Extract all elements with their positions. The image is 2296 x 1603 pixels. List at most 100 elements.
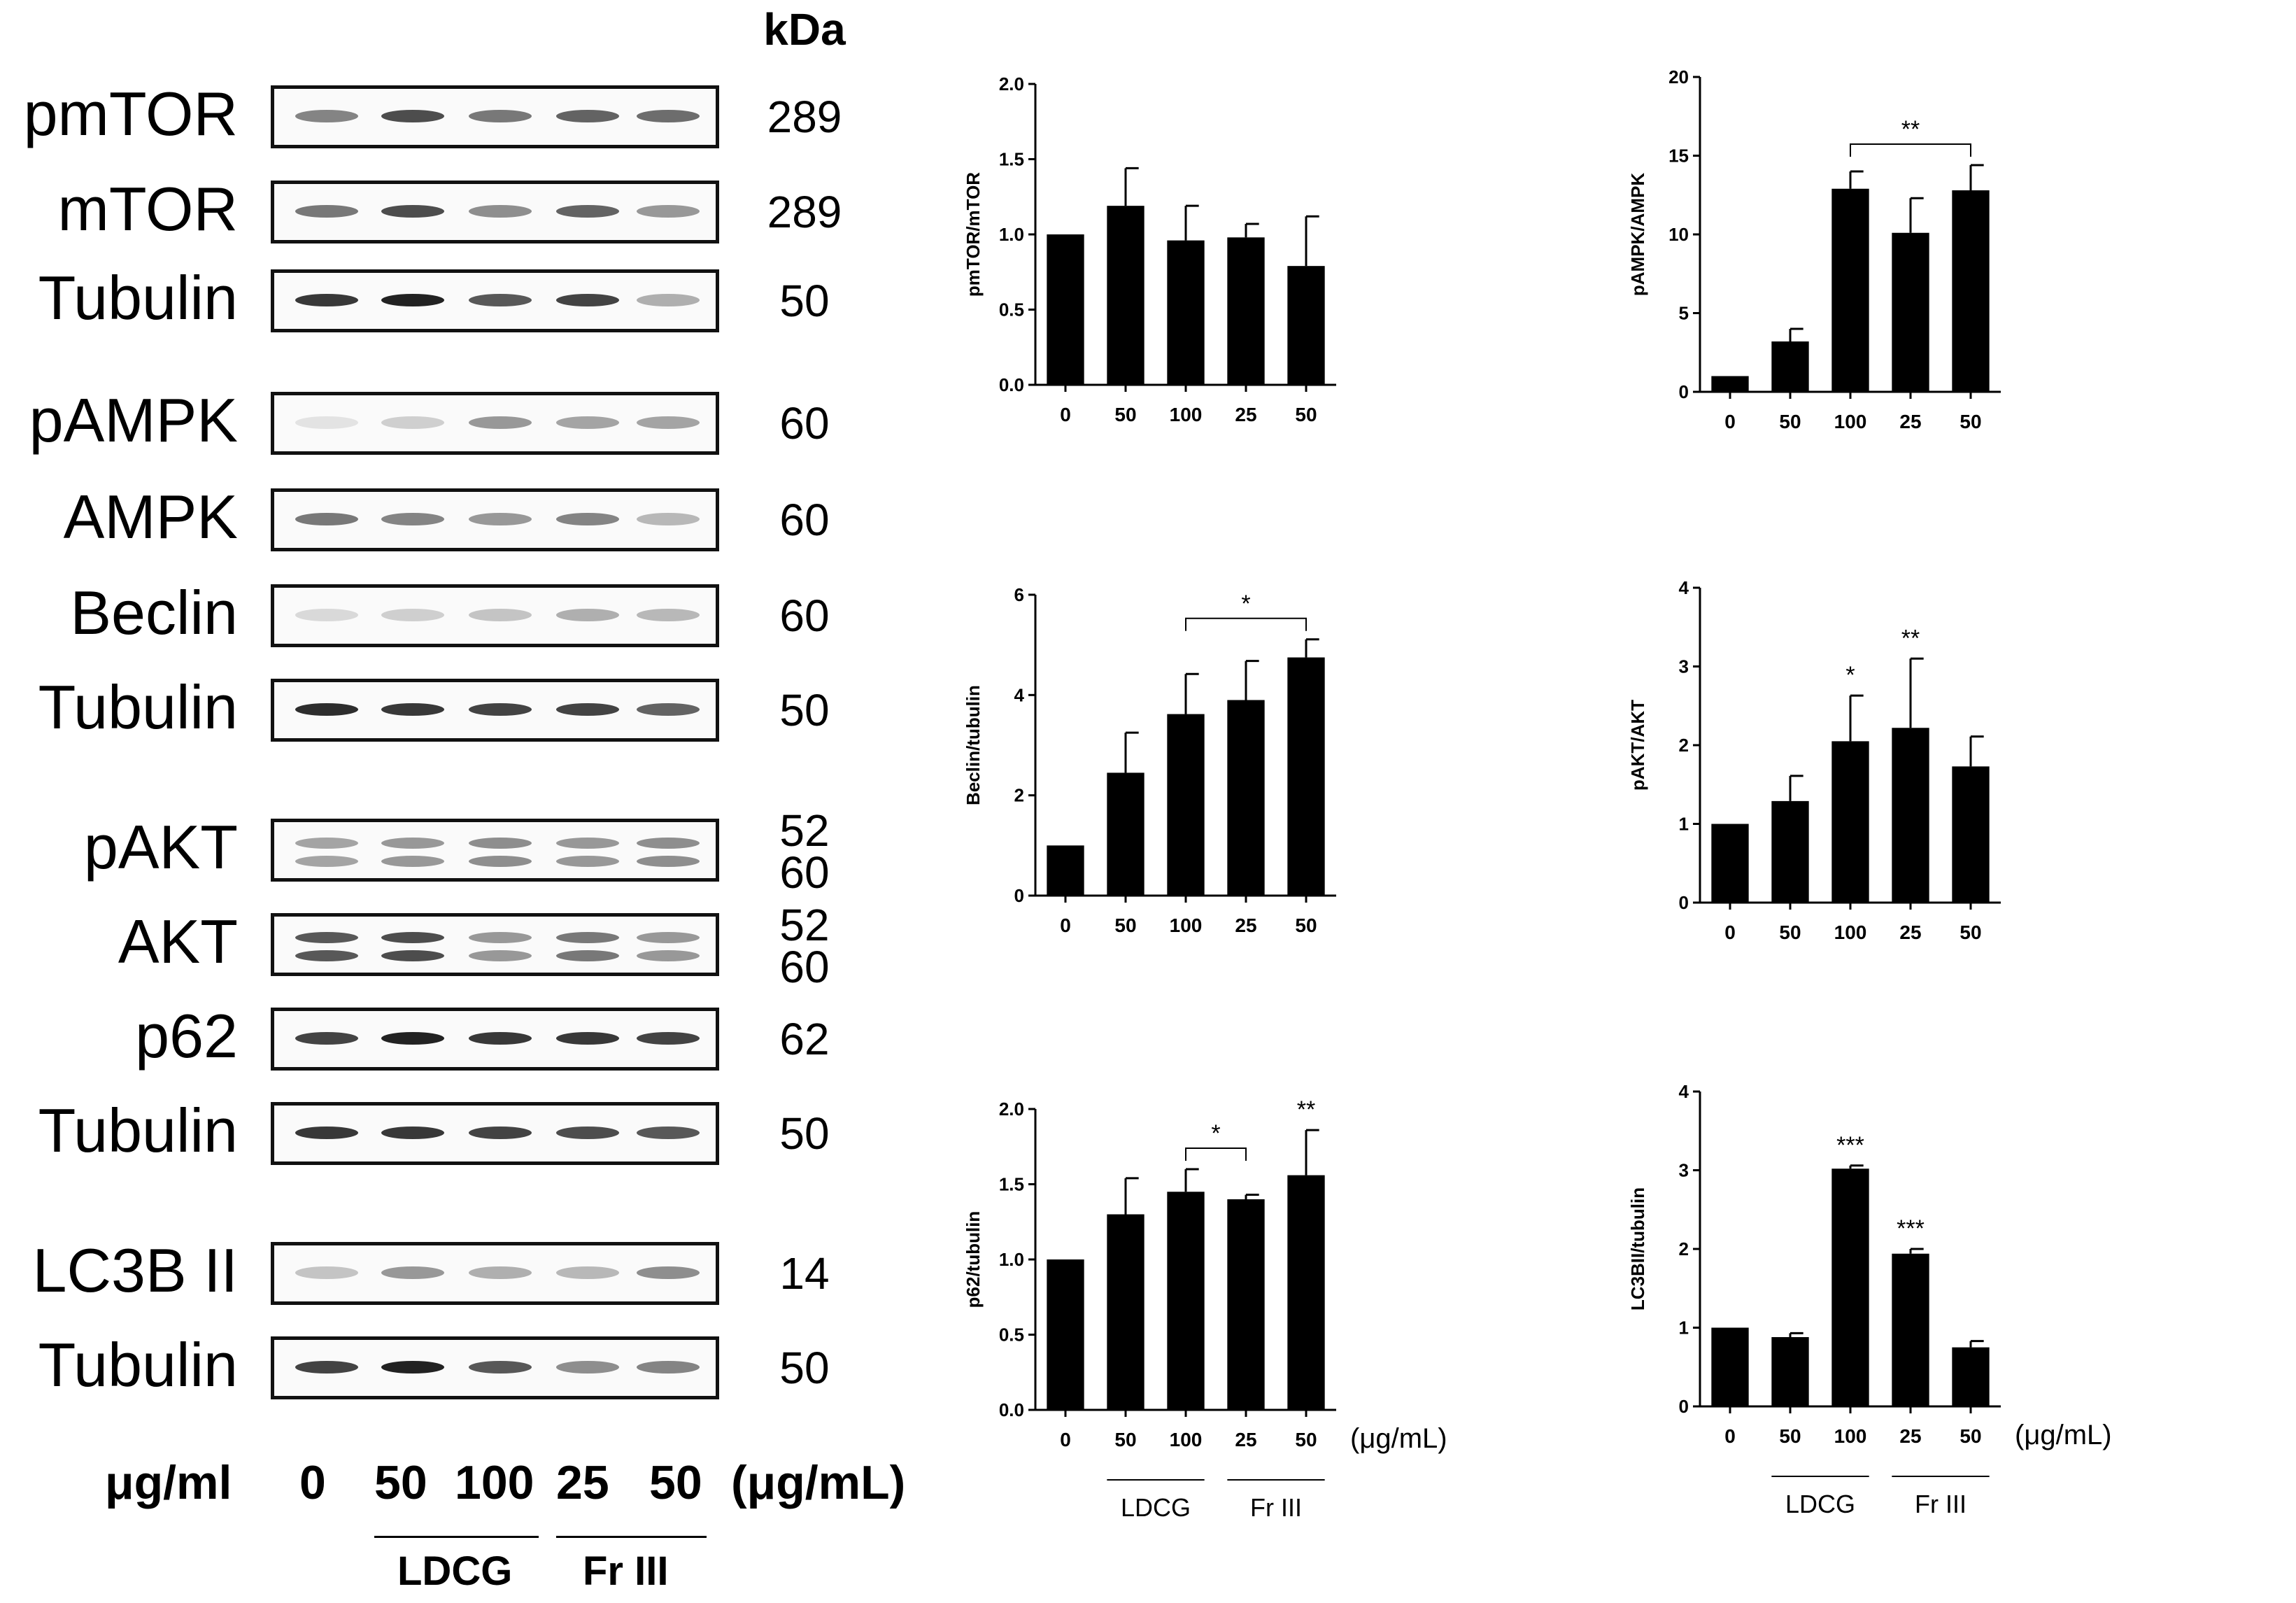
blot-band bbox=[637, 110, 700, 122]
x-tick-label: 50 bbox=[1295, 404, 1317, 425]
y-tick-label: 1.0 bbox=[999, 224, 1024, 245]
y-tick-label: 15 bbox=[1668, 146, 1689, 167]
blot-band bbox=[469, 1361, 532, 1374]
bar bbox=[1287, 1175, 1325, 1410]
chart-lc3bii-tubulin: 0 1 2 3 4 LC3BII/tubulin 0 50 100 25 50 *** *** (μg/m… bbox=[1627, 1081, 2112, 1518]
blot-unit-label: μg/ml bbox=[105, 1456, 232, 1509]
blot-band bbox=[469, 703, 532, 716]
blot-conc-5: 50 bbox=[649, 1456, 702, 1509]
blot-strip bbox=[271, 913, 719, 976]
bar bbox=[1107, 772, 1145, 896]
x-tick-label: 50 bbox=[1960, 411, 1981, 432]
bar bbox=[1167, 240, 1205, 385]
y-axis-label: pAMPK/AMPK bbox=[1627, 173, 1648, 296]
blot-band bbox=[381, 1032, 444, 1045]
bar bbox=[1227, 237, 1265, 385]
blot-band bbox=[295, 703, 358, 716]
y-axis-label: Beclin/tubulin bbox=[963, 685, 984, 805]
blot-band bbox=[556, 513, 619, 525]
significance-label: *** bbox=[1836, 1132, 1864, 1159]
y-tick-label: 2 bbox=[1014, 785, 1024, 806]
blot-band bbox=[556, 205, 619, 218]
y-tick-label: 20 bbox=[1668, 66, 1689, 87]
bar bbox=[1771, 341, 1809, 392]
bar bbox=[1711, 376, 1749, 392]
blot-band bbox=[381, 1361, 444, 1374]
friii-group-label: Fr III bbox=[583, 1548, 669, 1594]
blot-band bbox=[469, 1032, 532, 1045]
blot-band bbox=[556, 1361, 619, 1374]
blot-strip bbox=[271, 1336, 719, 1399]
y-tick-label: 0.0 bbox=[999, 1399, 1024, 1420]
blot-label: Tubulin bbox=[38, 263, 238, 332]
blot-band bbox=[295, 294, 358, 306]
group-label-friii: Fr III bbox=[1250, 1493, 1302, 1522]
y-tick-label: 1 bbox=[1679, 1318, 1689, 1339]
blot-band bbox=[381, 856, 444, 867]
blot-band bbox=[556, 1266, 619, 1279]
blot-band bbox=[556, 838, 619, 849]
x-tick-label: 100 bbox=[1170, 404, 1203, 425]
y-axis-label: p62/tubulin bbox=[963, 1211, 984, 1308]
blot-label: LC3B II bbox=[32, 1236, 238, 1305]
x-tick-label: 25 bbox=[1899, 411, 1921, 432]
blot-band bbox=[381, 513, 444, 525]
y-tick-label: 0.5 bbox=[999, 1325, 1024, 1346]
x-tick-label: 50 bbox=[1779, 411, 1801, 432]
y-tick-label: 1.5 bbox=[999, 149, 1024, 170]
blot-kda: 14 bbox=[779, 1248, 830, 1299]
blot-strip bbox=[271, 85, 719, 148]
blot-band bbox=[295, 513, 358, 525]
blot-band bbox=[469, 856, 532, 867]
bar bbox=[1107, 206, 1145, 385]
blot-strip bbox=[271, 584, 719, 647]
blot-band bbox=[637, 950, 700, 961]
blot-band bbox=[295, 838, 358, 849]
blot-band bbox=[295, 609, 358, 621]
blot-kda: 289 bbox=[767, 92, 842, 142]
blot-strip bbox=[271, 392, 719, 455]
blot-label: Beclin bbox=[70, 578, 238, 647]
blot-kda: 50 bbox=[779, 685, 830, 735]
significance-label: ** bbox=[1297, 1096, 1315, 1123]
x-tick-label: 25 bbox=[1235, 915, 1256, 936]
blot-conc-3: 100 bbox=[455, 1456, 534, 1509]
blot-label: Tubulin bbox=[38, 672, 238, 742]
x-tick-label: 100 bbox=[1834, 1425, 1867, 1447]
blot-band bbox=[637, 1032, 700, 1045]
blot-band bbox=[469, 950, 532, 961]
bar bbox=[1287, 266, 1325, 385]
blot-band bbox=[556, 110, 619, 122]
blot-band bbox=[295, 205, 358, 218]
blot-band bbox=[469, 110, 532, 122]
blot-strip bbox=[271, 1242, 719, 1305]
x-tick-label: 50 bbox=[1960, 921, 1981, 943]
blot-label: Tubulin bbox=[38, 1096, 238, 1165]
x-tick-label: 0 bbox=[1060, 915, 1071, 936]
y-tick-label: 10 bbox=[1668, 224, 1689, 245]
bar bbox=[1047, 845, 1084, 896]
significance-label: * bbox=[1241, 591, 1250, 617]
blot-strip bbox=[271, 269, 719, 332]
blot-band bbox=[381, 294, 444, 306]
blot-band bbox=[637, 1266, 700, 1279]
y-tick-label: 1 bbox=[1679, 814, 1689, 835]
x-tick-label: 100 bbox=[1834, 921, 1867, 943]
significance-label: * bbox=[1845, 662, 1855, 688]
bar bbox=[1287, 657, 1325, 896]
x-tick-label: 100 bbox=[1170, 915, 1203, 936]
y-tick-label: 2 bbox=[1679, 1238, 1689, 1259]
x-tick-label: 25 bbox=[1899, 1425, 1921, 1447]
blot-band bbox=[381, 110, 444, 122]
blot-kda: 289 bbox=[767, 187, 842, 237]
blot-band bbox=[295, 1266, 358, 1279]
blot-band bbox=[556, 609, 619, 621]
blot-band bbox=[295, 416, 358, 429]
significance-bracket bbox=[1185, 617, 1307, 631]
blot-band bbox=[381, 1266, 444, 1279]
y-axis-label: LC3BII/tubulin bbox=[1627, 1187, 1648, 1311]
bar bbox=[1831, 741, 1869, 903]
bar bbox=[1892, 728, 1929, 903]
blot-band bbox=[381, 205, 444, 218]
